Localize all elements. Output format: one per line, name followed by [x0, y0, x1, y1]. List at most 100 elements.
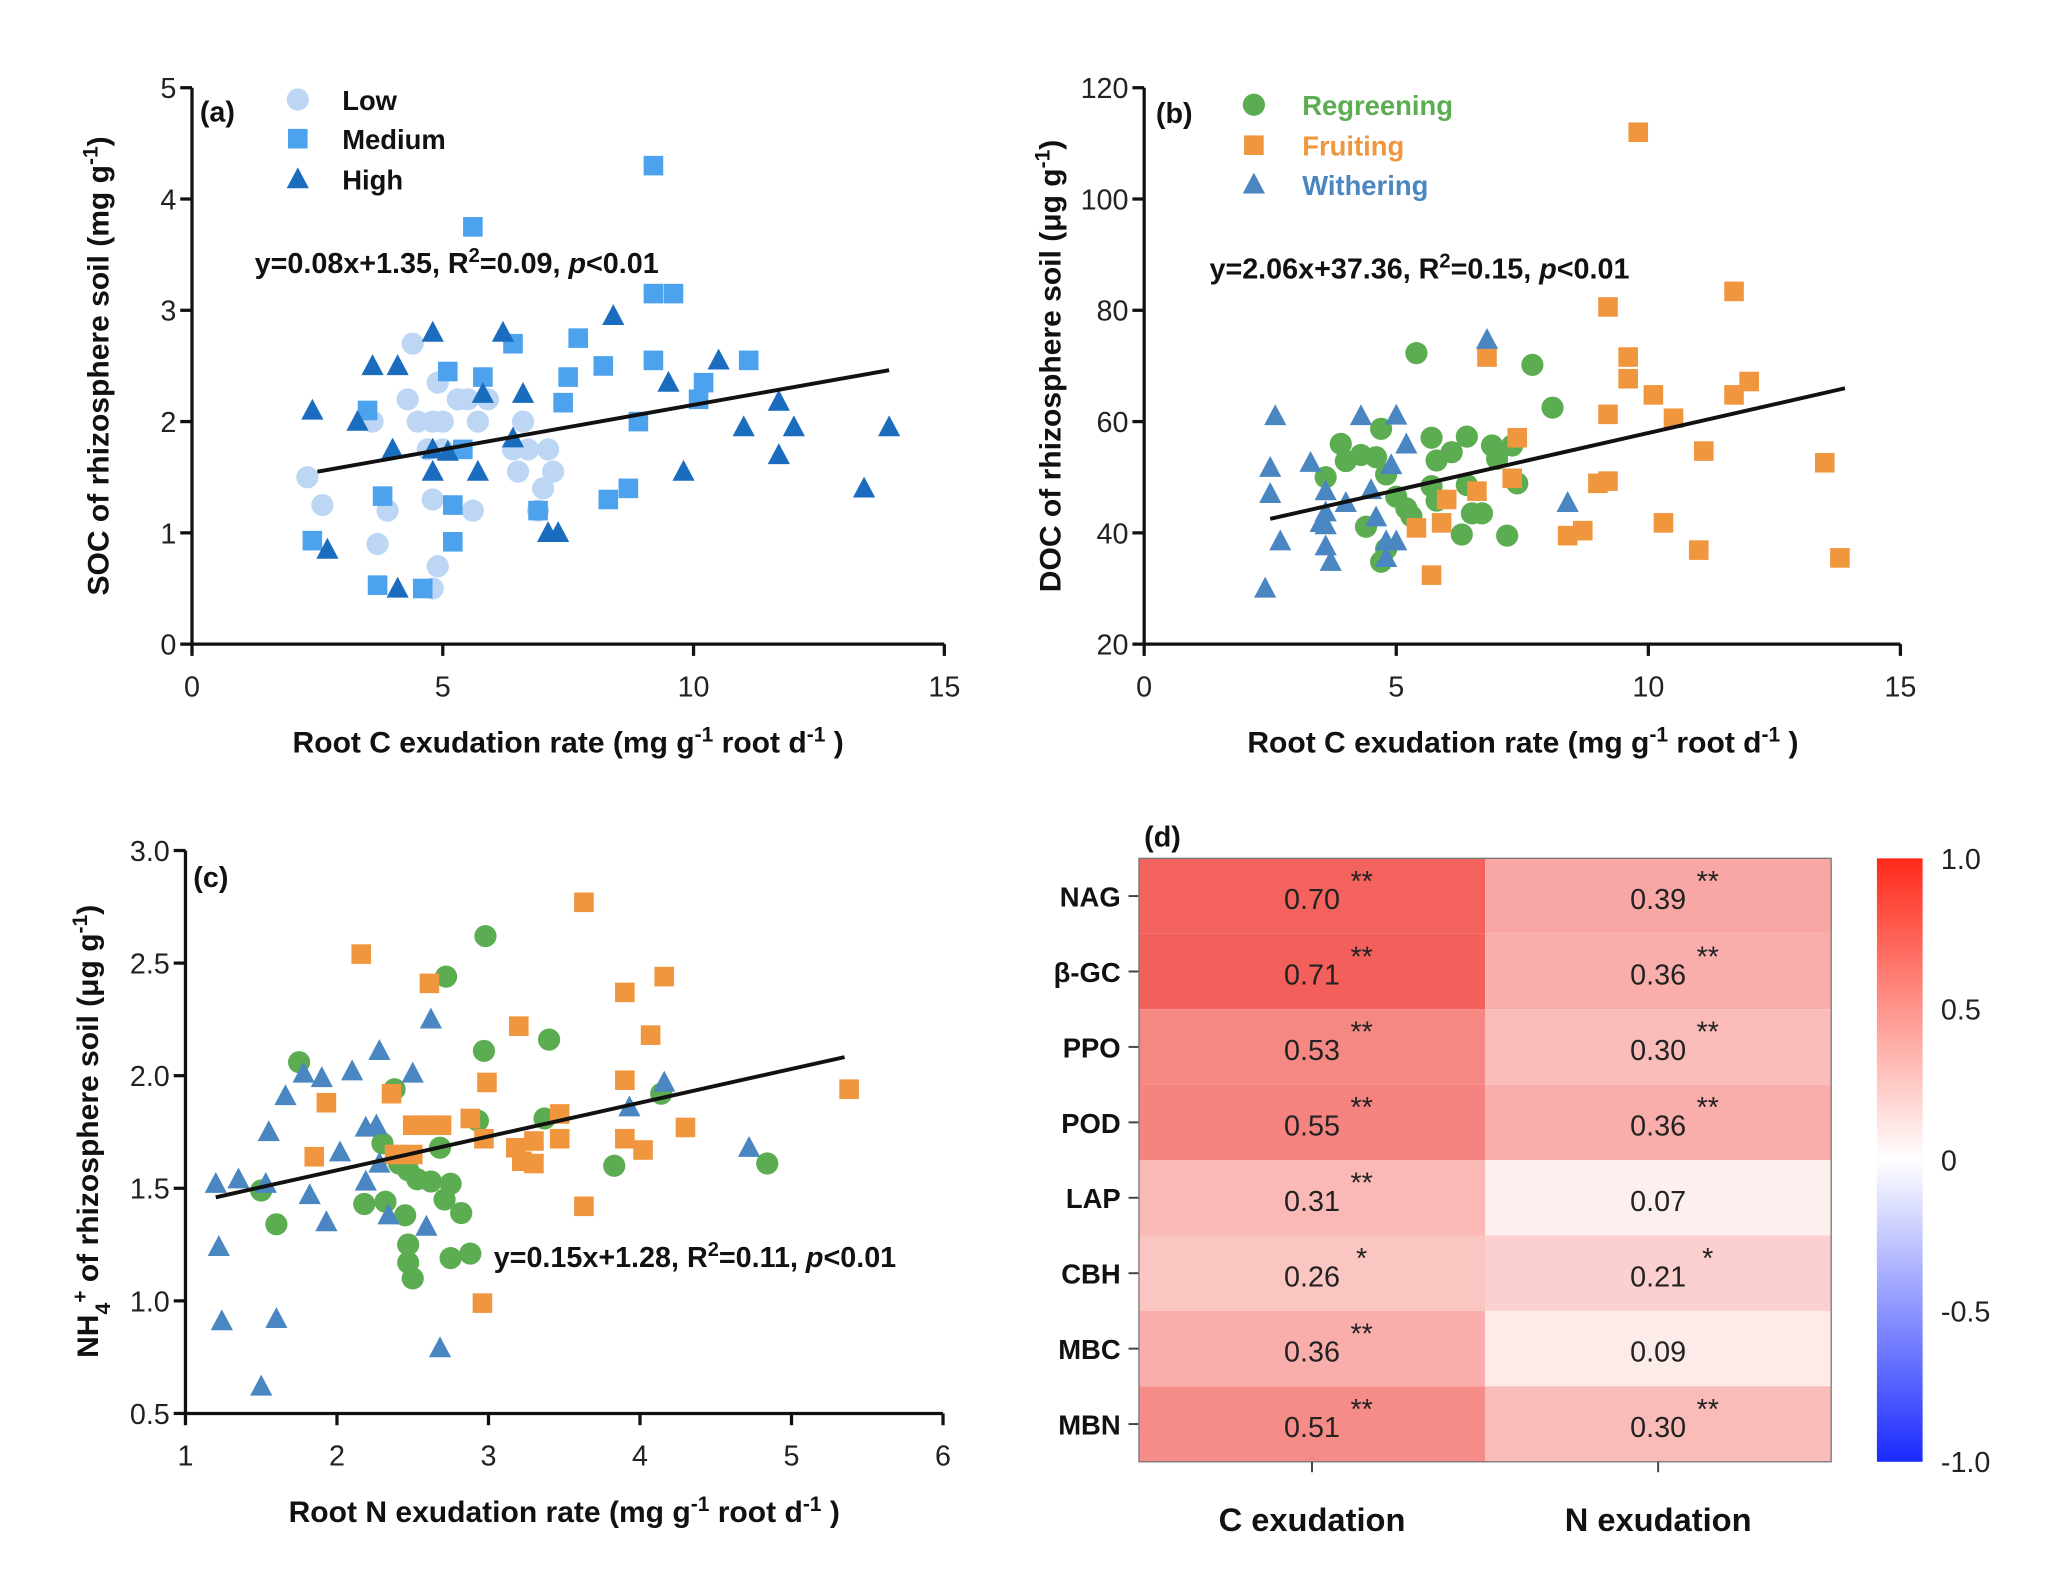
significance-stars: *	[1356, 1243, 1367, 1275]
cell-value: 0.71	[1284, 960, 1340, 992]
row-label: MBN	[1058, 1410, 1120, 1441]
data-point	[1477, 347, 1497, 367]
text-segment: )	[1780, 727, 1798, 760]
data-point	[443, 531, 463, 552]
data-point	[426, 555, 449, 578]
data-point	[311, 493, 334, 517]
data-point	[1269, 529, 1292, 551]
text-segment: y=0.08x+1.35, R	[255, 248, 469, 280]
text-segment: 2	[469, 245, 480, 267]
data-point	[386, 354, 409, 376]
data-point	[354, 1169, 377, 1191]
series-0	[250, 924, 779, 1290]
data-point	[431, 410, 454, 433]
data-point	[459, 1242, 482, 1265]
data-point	[1693, 441, 1714, 461]
data-point	[374, 1190, 397, 1213]
legend-label: Regreening	[1302, 90, 1453, 121]
y-tick-label: 4	[160, 184, 176, 216]
cell-value: 0.36	[1630, 960, 1686, 992]
data-point	[506, 460, 530, 483]
data-point	[316, 1092, 337, 1113]
data-point	[878, 415, 901, 437]
significance-stars: **	[1697, 866, 1719, 898]
data-point	[397, 1233, 420, 1256]
data-point	[439, 1246, 462, 1270]
data-point	[1588, 473, 1608, 494]
y-tick-label: 1	[160, 518, 176, 550]
data-point	[1334, 449, 1357, 473]
data-point	[615, 982, 635, 1003]
data-point	[421, 320, 444, 342]
text-segment: -1	[695, 723, 714, 746]
significance-stars: *	[1702, 1243, 1713, 1275]
data-point	[732, 415, 755, 437]
data-point	[372, 486, 393, 506]
data-point	[1421, 565, 1442, 585]
data-point	[1724, 385, 1744, 405]
colorbar-tick-label: 0	[1941, 1146, 1957, 1178]
heatmap-cell	[1485, 933, 1832, 1010]
heatmap-cell	[1485, 1160, 1832, 1236]
x-tick-label: 3	[480, 1441, 496, 1473]
data-point	[693, 372, 714, 393]
data-point	[1254, 576, 1277, 598]
data-point	[265, 1307, 288, 1329]
y-tick-label: 0.5	[130, 1399, 170, 1431]
data-point	[421, 488, 444, 511]
text-segment: p	[567, 248, 586, 280]
data-point	[511, 410, 535, 433]
text-segment: root d	[709, 1496, 802, 1529]
row-label: POD	[1061, 1108, 1120, 1139]
data-point	[1830, 548, 1850, 568]
data-point	[615, 1128, 635, 1149]
data-point	[1431, 513, 1452, 533]
data-point	[298, 1183, 321, 1205]
significance-stars: **	[1697, 1092, 1719, 1124]
significance-stars: **	[1350, 1092, 1372, 1124]
text-segment: Root C exudation rate (mg g	[1247, 727, 1649, 760]
data-point	[491, 320, 515, 342]
y-tick-label: 3	[160, 296, 176, 328]
cell-value: 0.70	[1284, 884, 1340, 916]
data-point	[431, 1115, 452, 1136]
text-segment: )	[825, 727, 843, 760]
panel-label: (b)	[1156, 98, 1193, 130]
data-point	[227, 1167, 250, 1189]
heatmap-cell	[1138, 1310, 1486, 1387]
text-segment: -1	[68, 914, 91, 933]
heatmap-cell	[1138, 1386, 1486, 1462]
significance-stars: **	[1350, 1318, 1372, 1350]
data-point	[353, 1192, 376, 1216]
x-tick-label: 2	[329, 1441, 345, 1473]
panel-label: (d)	[1144, 822, 1181, 854]
data-point	[782, 415, 805, 437]
series-medium	[302, 155, 759, 599]
legend-label: High	[342, 165, 403, 196]
cell-value: 0.07	[1630, 1186, 1686, 1218]
data-point	[1460, 502, 1483, 525]
heatmap-cell	[1485, 1310, 1832, 1387]
data-point	[558, 367, 578, 387]
data-point	[351, 944, 372, 964]
y-axis-label: DOC of rhizosphere soil (μg g-1)	[1031, 140, 1068, 593]
data-point	[1598, 297, 1618, 317]
data-point	[1688, 540, 1709, 560]
data-point	[415, 1214, 438, 1236]
text-segment: =0.15,	[1451, 253, 1540, 285]
row-label: NAG	[1060, 882, 1121, 913]
data-point	[1264, 404, 1287, 426]
text-segment: Root C exudation rate (mg g	[293, 727, 695, 760]
text-segment: y=0.15x+1.28, R	[494, 1242, 708, 1274]
y-tick-label: 120	[1081, 73, 1129, 105]
x-tick-label: 4	[632, 1441, 648, 1473]
y-tick-label: 40	[1097, 518, 1129, 550]
data-point	[472, 1039, 496, 1063]
legend-marker-circle	[1242, 93, 1265, 116]
y-axis-label: NH4+ of rhizosphere soil (μg g-1)	[68, 905, 114, 1358]
x-tick-label: 10	[1632, 671, 1664, 703]
data-point	[593, 356, 614, 376]
data-point	[377, 1203, 400, 1225]
data-point	[672, 459, 695, 481]
